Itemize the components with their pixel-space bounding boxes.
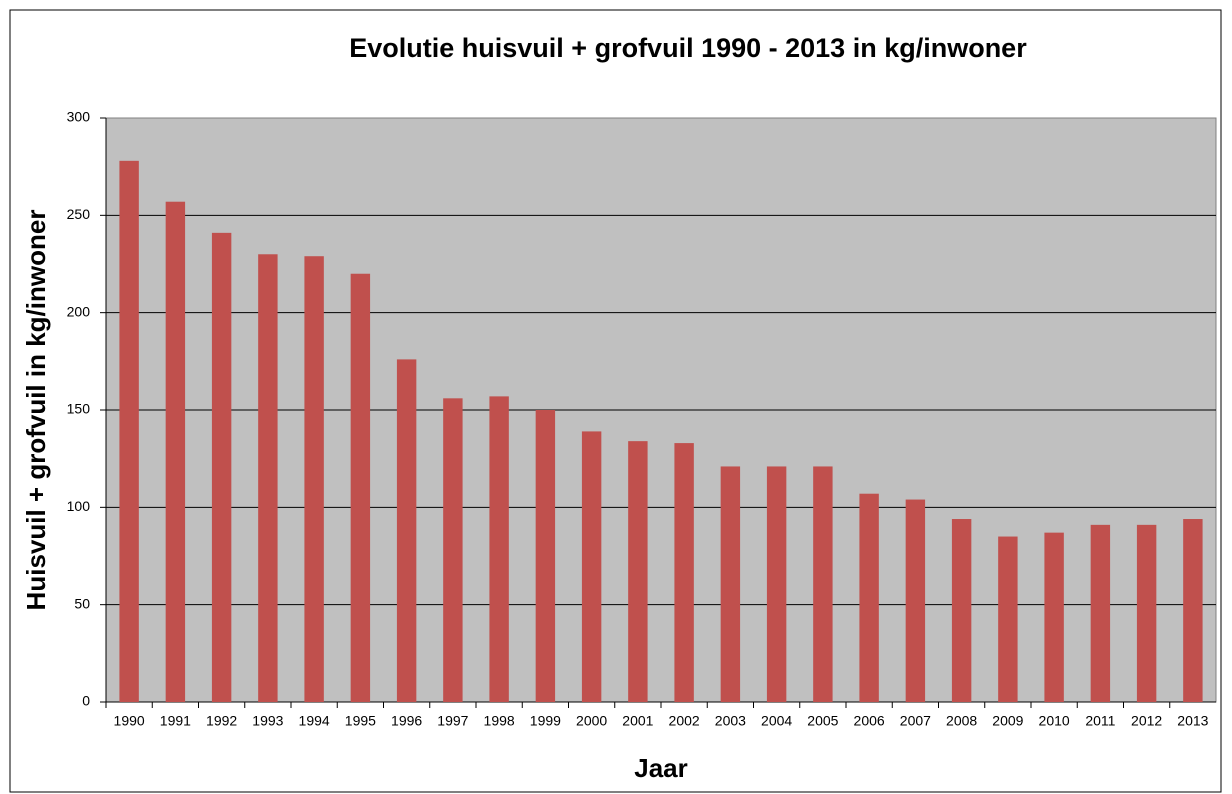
bar xyxy=(304,256,324,702)
x-tick-label: 2000 xyxy=(576,713,607,729)
bar xyxy=(535,410,556,702)
x-tick-label: 1991 xyxy=(160,713,191,729)
x-tick-label: 2005 xyxy=(807,713,838,729)
y-tick-label: 200 xyxy=(67,303,91,319)
bar xyxy=(720,466,741,702)
x-tick-label: 1995 xyxy=(345,713,376,729)
bar xyxy=(396,359,417,702)
bar xyxy=(905,499,926,702)
bar xyxy=(628,441,648,702)
bar xyxy=(489,396,509,702)
bar xyxy=(998,536,1018,702)
x-tick-label: 1994 xyxy=(299,713,330,729)
x-tick-label: 2012 xyxy=(1131,713,1162,729)
bar xyxy=(1183,519,1203,702)
x-tick-label: 1998 xyxy=(484,713,515,729)
x-tick-label: 2006 xyxy=(854,713,885,729)
x-tick-label: 2002 xyxy=(669,713,700,729)
y-axis-label: Huisvuil + grofvuil in kg/inwoner xyxy=(21,210,51,611)
bar xyxy=(813,466,833,702)
bar xyxy=(350,273,371,702)
x-tick-label: 2001 xyxy=(622,713,653,729)
bar xyxy=(1136,524,1157,702)
y-tick-label: 100 xyxy=(67,498,91,514)
y-tick-label: 50 xyxy=(74,595,90,611)
bar xyxy=(766,466,787,702)
bar xyxy=(674,443,694,702)
bar xyxy=(1090,524,1111,702)
x-tick-label: 1990 xyxy=(114,713,145,729)
x-tick-label: 2007 xyxy=(900,713,931,729)
chart-title: Evolutie huisvuil + grofvuil 1990 - 2013… xyxy=(349,33,1027,63)
bar xyxy=(581,431,602,702)
bar xyxy=(258,254,278,702)
x-tick-label: 2009 xyxy=(992,713,1023,729)
y-tick-label: 150 xyxy=(67,401,91,417)
x-tick-label: 2013 xyxy=(1177,713,1208,729)
y-tick-label: 250 xyxy=(67,206,91,222)
bar xyxy=(119,160,139,702)
x-axis-label: Jaar xyxy=(634,753,688,783)
x-tick-label: 1993 xyxy=(252,713,283,729)
x-tick-label: 2008 xyxy=(946,713,977,729)
x-tick-label: 2010 xyxy=(1039,713,1070,729)
x-tick-label: 1997 xyxy=(437,713,468,729)
x-tick-label: 2003 xyxy=(715,713,746,729)
bar xyxy=(443,398,463,702)
x-tick-label: 1996 xyxy=(391,713,422,729)
bar xyxy=(165,201,186,702)
bar xyxy=(211,232,232,702)
bar xyxy=(1044,532,1064,702)
bar xyxy=(951,519,972,702)
x-tick-label: 2011 xyxy=(1085,713,1115,729)
y-tick-label: 0 xyxy=(82,693,90,709)
x-tick-label: 1999 xyxy=(530,713,561,729)
x-tick-label: 2004 xyxy=(761,713,792,729)
x-tick-label: 1992 xyxy=(206,713,237,729)
bar xyxy=(859,493,879,702)
y-tick-label: 300 xyxy=(67,109,91,125)
